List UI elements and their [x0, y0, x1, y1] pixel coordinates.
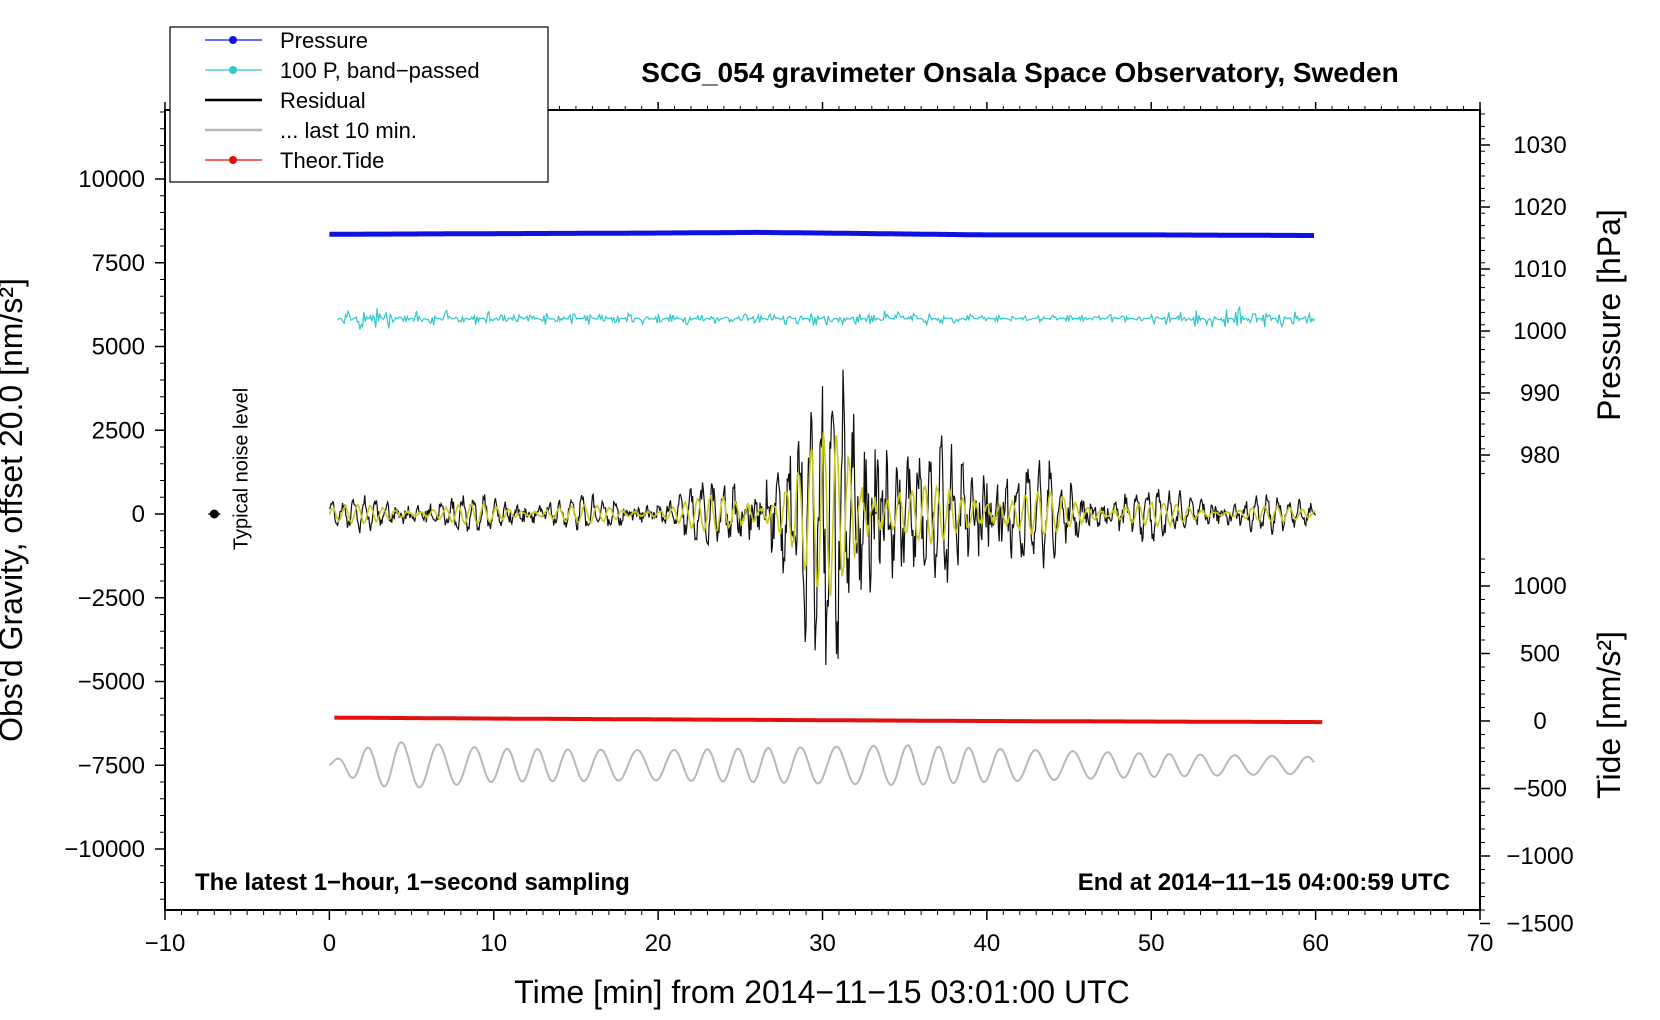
- pressure-tick-label: 980: [1520, 442, 1560, 469]
- series-residual-bandpassed: [328, 432, 1316, 597]
- noise-label: Typical noise level: [230, 388, 252, 550]
- legend-label: ... last 10 min.: [280, 118, 417, 143]
- pressure-tick-label: 1000: [1513, 318, 1566, 345]
- note-right: End at 2014−11−15 04:00:59 UTC: [1078, 869, 1450, 896]
- x-tick-label: −10: [145, 930, 186, 957]
- x-tick-label: 20: [645, 930, 672, 957]
- y-left-tick-label: 7500: [92, 250, 145, 277]
- y-left-tick-label: −5000: [78, 669, 145, 696]
- x-tick-label: 10: [480, 930, 507, 957]
- tide-tick-label: 1000: [1513, 573, 1566, 600]
- y-left-tick-label: 10000: [78, 166, 145, 193]
- tide-tick-label: 500: [1520, 641, 1560, 668]
- legend-label: Residual: [280, 88, 366, 113]
- legend-label: 100 P, band−passed: [280, 58, 480, 83]
- y-axis-pressure-title: Pressure [hPa]: [1591, 209, 1627, 421]
- tide-tick-label: −1500: [1506, 911, 1573, 938]
- legend-marker: [229, 66, 237, 74]
- noise-point: [209, 509, 219, 519]
- noise-layer: Typical noise level: [208, 388, 252, 550]
- legend-items: Pressure 100 P, band−passed Residual ... la…: [205, 28, 480, 173]
- chart-title: SCG_054 gravimeter Onsala Space Observat…: [641, 57, 1398, 88]
- x-tick-label: 40: [974, 930, 1001, 957]
- legend: Pressure 100 P, band−passed Residual ... la…: [169, 26, 549, 183]
- series-pressure-bandpassed: [337, 305, 1316, 330]
- x-tick-label: 60: [1302, 930, 1329, 957]
- y-left-tick-label: 2500: [92, 417, 145, 444]
- series-theor-tide: [334, 715, 1323, 725]
- tide-tick-label: −500: [1513, 776, 1567, 803]
- pressure-tick-label: 1020: [1513, 194, 1566, 221]
- note-left: The latest 1−hour, 1−second sampling: [195, 869, 630, 896]
- tide-tick-label: 0: [1533, 708, 1546, 735]
- x-tick-label: 50: [1138, 930, 1165, 957]
- x-tick-label: 0: [323, 930, 336, 957]
- pressure-tick-label: 1030: [1513, 132, 1566, 159]
- legend-marker: [229, 36, 237, 44]
- y-left-tick-label: −10000: [64, 836, 145, 863]
- series-layer: [328, 229, 1323, 789]
- ticks-layer: −10 0 10 20 30 40 50 60 70100007500500025000−250…: [64, 102, 1574, 957]
- y-left-tick-label: −7500: [78, 752, 145, 779]
- tide-tick-label: −1000: [1506, 843, 1573, 870]
- x-axis-title: Time [min] from 2014−11−15 03:01:00 UTC: [514, 974, 1129, 1010]
- y-left-tick-label: −2500: [78, 585, 145, 612]
- x-tick-label: 70: [1467, 930, 1494, 957]
- legend-label: Theor.Tide: [280, 148, 384, 173]
- legend-marker: [229, 156, 237, 164]
- y-axis-left-title: Obs'd Gravity, offset 20.0 [nm/s²]: [0, 278, 29, 742]
- x-tick-label: 30: [809, 930, 836, 957]
- y-axis-tide-title: Tide [nm/s²]: [1591, 631, 1627, 799]
- y-left-tick-label: 0: [132, 501, 145, 528]
- pressure-tick-label: 1010: [1513, 256, 1566, 283]
- series-last-10-min: [328, 741, 1315, 789]
- legend-label: Pressure: [280, 28, 368, 53]
- pressure-tick-label: 990: [1520, 380, 1560, 407]
- series-pressure: [329, 229, 1314, 238]
- y-left-tick-label: 5000: [92, 334, 145, 361]
